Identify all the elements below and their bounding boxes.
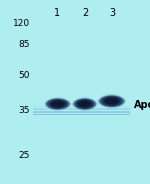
Ellipse shape bbox=[48, 98, 68, 109]
Ellipse shape bbox=[101, 95, 122, 107]
Ellipse shape bbox=[46, 98, 69, 110]
Ellipse shape bbox=[99, 94, 124, 108]
Ellipse shape bbox=[101, 95, 122, 107]
Ellipse shape bbox=[75, 98, 95, 110]
Ellipse shape bbox=[102, 96, 122, 107]
Ellipse shape bbox=[82, 101, 88, 107]
Ellipse shape bbox=[104, 98, 119, 105]
Ellipse shape bbox=[103, 96, 121, 106]
Ellipse shape bbox=[76, 99, 94, 109]
Ellipse shape bbox=[105, 97, 119, 105]
Ellipse shape bbox=[54, 101, 61, 107]
Ellipse shape bbox=[57, 101, 59, 107]
Ellipse shape bbox=[73, 99, 96, 109]
Ellipse shape bbox=[74, 99, 95, 109]
Ellipse shape bbox=[80, 100, 90, 108]
Text: 2: 2 bbox=[82, 8, 89, 18]
Ellipse shape bbox=[77, 100, 93, 108]
Ellipse shape bbox=[84, 101, 86, 107]
Ellipse shape bbox=[48, 99, 68, 109]
Ellipse shape bbox=[81, 101, 88, 105]
Ellipse shape bbox=[50, 100, 65, 108]
Ellipse shape bbox=[101, 95, 123, 107]
Ellipse shape bbox=[77, 100, 93, 108]
Ellipse shape bbox=[72, 98, 97, 109]
Ellipse shape bbox=[104, 97, 120, 106]
Ellipse shape bbox=[78, 100, 92, 108]
Ellipse shape bbox=[45, 98, 71, 109]
Ellipse shape bbox=[48, 99, 67, 109]
Bar bbox=[33, 107, 130, 108]
Ellipse shape bbox=[98, 95, 126, 107]
Ellipse shape bbox=[108, 98, 115, 105]
Ellipse shape bbox=[101, 96, 122, 106]
Bar bbox=[33, 108, 130, 109]
Ellipse shape bbox=[110, 98, 114, 104]
Text: 25: 25 bbox=[19, 151, 30, 160]
Ellipse shape bbox=[46, 99, 70, 109]
Ellipse shape bbox=[83, 101, 87, 107]
Text: 120: 120 bbox=[13, 20, 30, 28]
Ellipse shape bbox=[76, 99, 93, 109]
Ellipse shape bbox=[74, 97, 96, 111]
Text: ApoE: ApoE bbox=[134, 100, 150, 110]
Ellipse shape bbox=[47, 98, 69, 110]
Ellipse shape bbox=[51, 100, 64, 108]
Text: 3: 3 bbox=[110, 8, 116, 18]
Ellipse shape bbox=[50, 100, 66, 108]
Ellipse shape bbox=[49, 99, 67, 109]
Text: 35: 35 bbox=[18, 106, 30, 115]
Ellipse shape bbox=[108, 98, 116, 102]
Ellipse shape bbox=[49, 100, 66, 108]
Ellipse shape bbox=[47, 98, 68, 110]
Text: 85: 85 bbox=[18, 40, 30, 49]
Bar bbox=[33, 109, 130, 110]
Text: 1: 1 bbox=[54, 8, 60, 18]
Ellipse shape bbox=[75, 98, 94, 109]
Ellipse shape bbox=[76, 99, 94, 109]
Ellipse shape bbox=[99, 96, 124, 107]
Bar bbox=[33, 113, 130, 114]
Bar bbox=[33, 106, 130, 107]
Bar bbox=[33, 114, 130, 115]
Bar bbox=[33, 111, 130, 112]
Ellipse shape bbox=[49, 100, 66, 108]
Ellipse shape bbox=[102, 97, 121, 106]
Ellipse shape bbox=[46, 97, 69, 111]
Ellipse shape bbox=[106, 97, 118, 105]
Ellipse shape bbox=[47, 99, 69, 109]
Ellipse shape bbox=[107, 98, 116, 105]
Ellipse shape bbox=[52, 100, 63, 108]
Bar bbox=[33, 112, 130, 113]
Ellipse shape bbox=[103, 97, 120, 106]
Ellipse shape bbox=[48, 99, 68, 109]
Ellipse shape bbox=[76, 100, 93, 108]
Ellipse shape bbox=[102, 96, 121, 106]
Ellipse shape bbox=[74, 98, 95, 110]
Ellipse shape bbox=[100, 94, 124, 108]
Ellipse shape bbox=[53, 101, 62, 107]
Ellipse shape bbox=[100, 96, 123, 107]
Ellipse shape bbox=[51, 101, 65, 107]
Ellipse shape bbox=[75, 99, 94, 109]
Ellipse shape bbox=[111, 98, 113, 104]
Text: 50: 50 bbox=[18, 71, 30, 80]
Ellipse shape bbox=[100, 95, 123, 108]
Ellipse shape bbox=[78, 101, 92, 107]
Ellipse shape bbox=[75, 98, 95, 110]
Ellipse shape bbox=[54, 101, 62, 105]
Ellipse shape bbox=[79, 100, 91, 108]
Ellipse shape bbox=[56, 101, 60, 107]
Ellipse shape bbox=[81, 101, 89, 107]
